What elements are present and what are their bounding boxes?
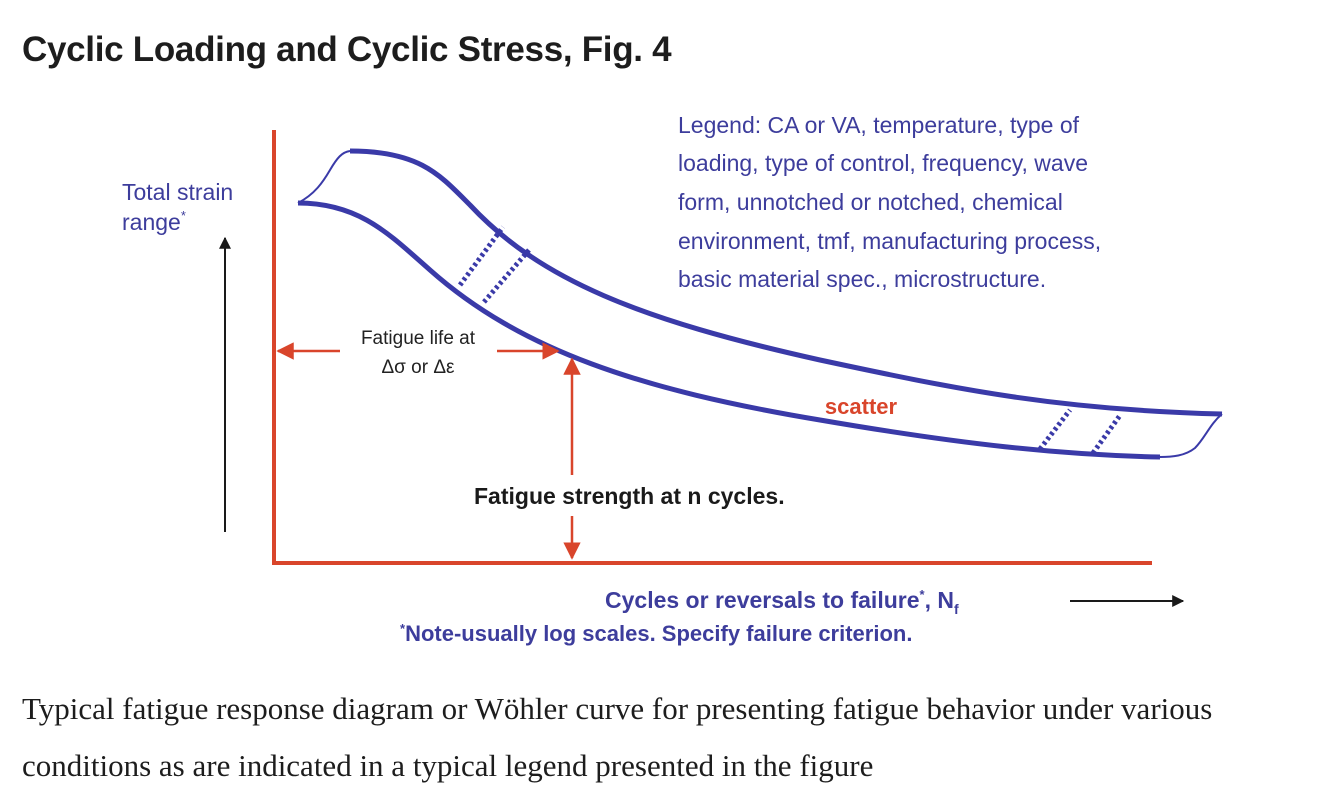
legend-line: environment, tmf, manufacturing process, — [678, 228, 1101, 254]
lower-curve — [297, 200, 1161, 460]
dotted-line — [457, 225, 506, 287]
y-axis-asterisk: * — [181, 208, 186, 223]
fatigue-life-label: Fatigue life at — [361, 328, 476, 349]
note-asterisk: * — [400, 621, 406, 636]
right-band-end — [1159, 413, 1223, 458]
note-text: Note-usually log scales. Specify failure… — [405, 621, 912, 646]
x-axis-label: Cycles or reversals to failure*, Nf — [605, 587, 959, 617]
x-axis-symbol: N — [937, 587, 954, 613]
figure-title: Cyclic Loading and Cyclic Stress, Fig. 4 — [22, 30, 672, 69]
legend-line: loading, type of control, frequency, wav… — [678, 150, 1088, 176]
y-axis-label: Total strain — [122, 179, 233, 205]
x-axis-asterisk: * — [920, 587, 926, 602]
dotted-line — [482, 248, 531, 304]
x-axis-label-text: Cycles or reversals to failure — [605, 587, 920, 613]
left-band-end — [297, 150, 351, 204]
dotted-line — [1090, 412, 1124, 455]
legend-line: Legend: CA or VA, temperature, type of — [678, 112, 1080, 138]
fatigue-strength-label: Fatigue strength at n cycles. — [474, 483, 785, 509]
dotted-line — [1038, 408, 1072, 451]
upper-curve — [349, 148, 1223, 417]
figure-caption: Typical fatigue response diagram or Wöhl… — [22, 691, 1213, 783]
scatter-label: scatter — [825, 394, 898, 419]
legend-line: basic material spec., microstructure. — [678, 266, 1046, 292]
fatigue-life-symbols: Δσ or Δε — [381, 357, 455, 378]
legend-line: form, unnotched or notched, chemical — [678, 189, 1063, 215]
y-axis-label-word: range — [122, 209, 181, 235]
y-axis-label-line2: range* — [122, 208, 186, 235]
note: *Note-usually log scales. Specify failur… — [400, 621, 912, 646]
x-axis-subscript: f — [954, 601, 959, 617]
fatigue-diagram: Total strain range* Legend: CA or VA, te… — [122, 112, 1223, 646]
x-axis-comma: , — [925, 587, 938, 613]
